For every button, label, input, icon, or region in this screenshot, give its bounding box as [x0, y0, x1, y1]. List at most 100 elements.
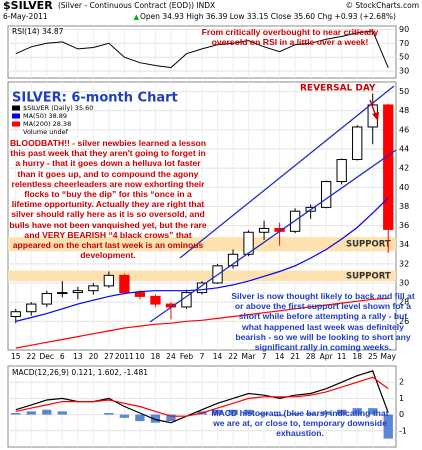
- candle-body: [88, 285, 99, 292]
- symbol: $SILVER: [3, 0, 53, 12]
- histogram-bar: [212, 409, 223, 415]
- x-tick-label: 22: [27, 352, 37, 361]
- x-tick-label: 2011: [115, 352, 134, 361]
- x-tick-label: 18: [151, 352, 161, 361]
- series-line: [15, 376, 389, 417]
- candle-body: [383, 104, 394, 230]
- source: © StockCharts.com: [345, 1, 419, 10]
- y-tick-label: 38: [399, 202, 409, 211]
- histogram-bar: [352, 408, 362, 415]
- x-tick-label: 15: [11, 352, 21, 361]
- candle-body: [336, 159, 347, 183]
- y-tick-label: 36: [399, 221, 409, 230]
- candle-body: [10, 311, 21, 318]
- annotation-note: BLOODBATH!! - silver newbies learned a l…: [9, 138, 207, 261]
- histogram-bar: [228, 409, 238, 415]
- candle-body: [119, 274, 130, 294]
- x-tick-label: 25: [368, 352, 378, 361]
- support-zone: [8, 270, 396, 282]
- rsi-title: RSI(14) 34.87: [12, 27, 64, 36]
- histogram-bar: [11, 412, 21, 415]
- histogram-bar: [259, 412, 269, 415]
- x-tick-label: 10: [135, 352, 145, 361]
- x-tick-label: 20: [89, 352, 99, 361]
- y-tick-label: 44: [399, 145, 409, 154]
- x-tick-label: 14: [213, 352, 223, 361]
- legend-swatch: [12, 113, 20, 119]
- histogram-bar: [274, 414, 285, 417]
- y-tick-label: 90: [399, 25, 409, 34]
- macd-title: MACD(12,26,9) 0.121, 1.602, -1.481: [12, 368, 148, 377]
- y-tick-label: 30: [399, 279, 409, 288]
- x-tick-label: 22: [228, 352, 238, 361]
- rsi-note: From critically overbought to near criti…: [201, 27, 379, 48]
- candle-body: [321, 181, 332, 208]
- y-tick-label: 2: [399, 378, 404, 387]
- histogram-bar: [135, 414, 145, 422]
- candle-body: [57, 292, 68, 295]
- y-tick-label: 0: [399, 410, 404, 419]
- candle-body: [150, 295, 161, 305]
- histogram-bar: [321, 411, 331, 415]
- y-tick-label: 42: [399, 164, 409, 173]
- legend-swatch: [12, 105, 20, 111]
- channel-upper: [179, 85, 395, 259]
- y-tick-label: 34: [399, 240, 409, 249]
- x-tick-label: 24: [166, 352, 176, 361]
- histogram-bar: [383, 414, 393, 439]
- chart-title: SILVER: 6-month Chart: [12, 91, 178, 106]
- histogram-bar: [57, 411, 67, 415]
- candle-body: [258, 227, 270, 233]
- candle-body: [352, 126, 363, 161]
- legend-label: MA(200) 28.38: [23, 120, 71, 128]
- date: 6-May-2011: [3, 12, 48, 21]
- candle-body: [103, 274, 115, 287]
- quote: Open 34.93 High 36.39 Low 33.15 Close 35…: [140, 12, 396, 21]
- candle-body: [134, 292, 146, 297]
- x-tick-label: 27: [104, 352, 114, 361]
- y-tick-label: -1: [399, 426, 407, 435]
- x-tick-label: Dec: [40, 352, 55, 361]
- support-label: SUPPORT: [346, 271, 391, 281]
- candle-body: [41, 293, 52, 305]
- description: (Silver - Continuous Contract (EOD)) IND…: [58, 1, 215, 10]
- y-tick-label: 40: [399, 183, 409, 192]
- y-tick-label: 30: [399, 67, 409, 76]
- histogram-bar: [119, 414, 130, 418]
- histogram-bar: [368, 408, 378, 415]
- histogram-bar: [305, 412, 316, 415]
- candle-body: [26, 303, 37, 313]
- y-tick-label: 50: [399, 53, 409, 62]
- support-zone: [8, 237, 396, 252]
- candle-body: [196, 282, 208, 294]
- x-tick-label: May: [380, 352, 396, 361]
- x-tick-label: 7: [262, 352, 267, 361]
- histogram-bar: [104, 412, 114, 415]
- y-tick-label: 46: [399, 125, 409, 134]
- series-line: [15, 197, 389, 322]
- histogram-bar: [42, 409, 52, 415]
- legend-label: $SILVER (Daily) 35.60: [23, 104, 93, 112]
- x-tick-label: 13: [73, 352, 83, 361]
- legend-label: MA(50) 38.89: [23, 112, 67, 120]
- x-tick-label: Feb: [180, 352, 194, 361]
- x-tick-label: Mar: [241, 352, 256, 361]
- series-line: [15, 30, 389, 69]
- legend-label: Volume undef: [23, 128, 69, 136]
- reversal-arrowhead: [372, 112, 379, 121]
- candle-body: [72, 290, 83, 294]
- x-tick-label: 18: [352, 352, 362, 361]
- series-line: [15, 297, 389, 349]
- x-tick-label: 7: [200, 352, 205, 361]
- histogram-bar: [337, 409, 347, 415]
- x-tick-label: Apr: [320, 352, 334, 361]
- x-tick-label: 14: [275, 352, 285, 361]
- y-tick-label: 26: [399, 317, 409, 326]
- legend-swatch: [12, 121, 20, 127]
- reversal-label: REVERSAL DAY: [300, 84, 376, 94]
- x-tick-label: 11: [337, 352, 347, 361]
- histogram-bar: [290, 412, 300, 415]
- histogram-bar: [243, 409, 254, 415]
